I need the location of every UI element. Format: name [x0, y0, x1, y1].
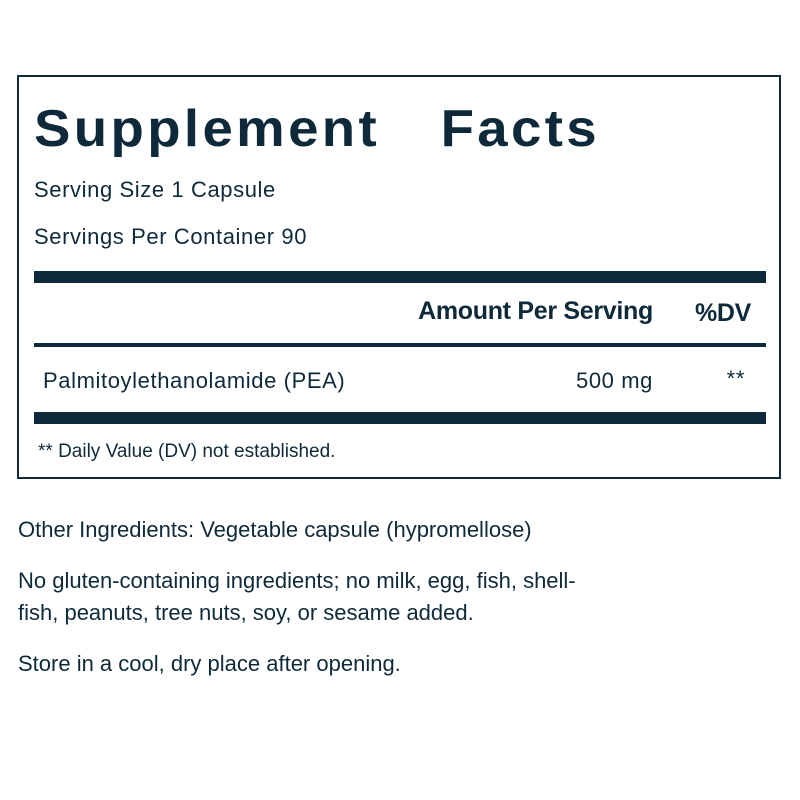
panel-title: Supplement Facts [34, 99, 600, 159]
thick-divider-top [34, 271, 766, 283]
ingredient-amount: 500 mg [576, 368, 653, 393]
storage-instructions: Store in a cool, dry place after opening… [18, 651, 401, 676]
allergen-statement-line2: fish, peanuts, tree nuts, soy, or sesame… [18, 600, 474, 625]
supplement-facts-panel: Supplement Facts Serving Size 1 Capsule … [17, 75, 781, 479]
thin-divider [34, 343, 766, 347]
servings-per-container: Servings Per Container 90 [34, 224, 308, 249]
title-word-supplement: Supplement [34, 100, 381, 158]
serving-size: Serving Size 1 Capsule [34, 177, 276, 202]
allergen-statement-line1: No gluten-containing ingredients; no mil… [18, 568, 576, 593]
thick-divider-bottom [34, 412, 766, 424]
other-ingredients: Other Ingredients: Vegetable capsule (hy… [18, 517, 532, 542]
header-amount-per-serving: Amount Per Serving [418, 297, 653, 325]
ingredient-name: Palmitoylethanolamide (PEA) [43, 368, 346, 393]
header-dv: %DV [694, 299, 751, 327]
footnote: ** Daily Value (DV) not established. [38, 441, 336, 462]
title-word-facts: Facts [440, 100, 601, 158]
ingredient-dv: ** [726, 366, 745, 391]
